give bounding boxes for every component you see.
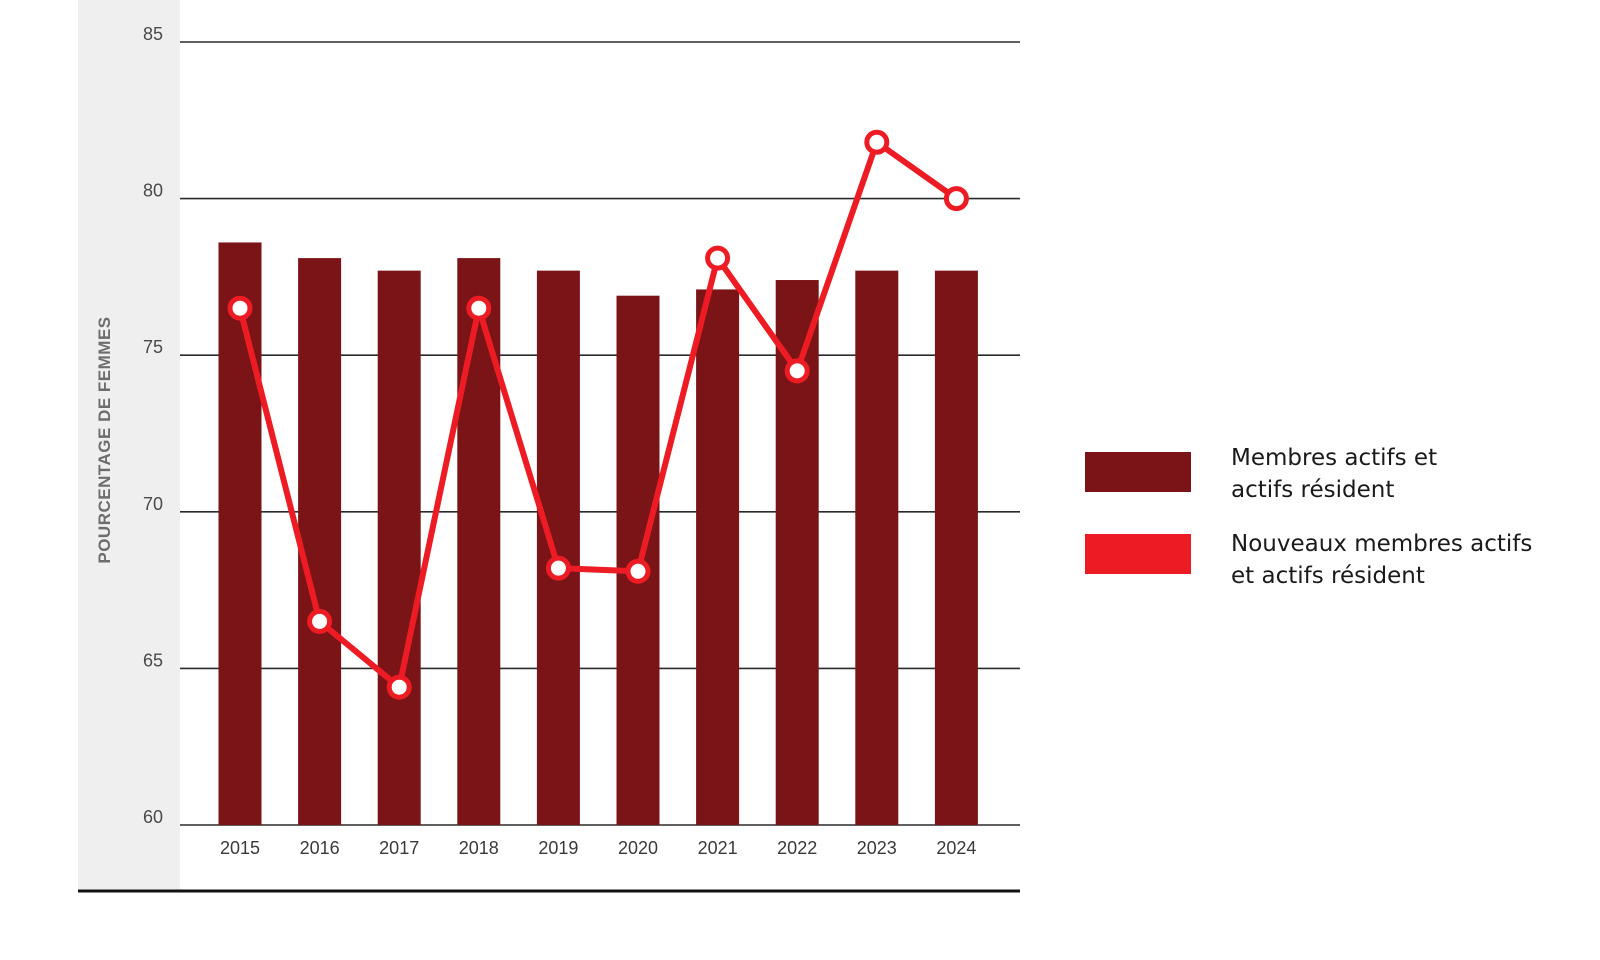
legend-label-line: Nouveaux membres actifs et actifs réside… bbox=[1231, 531, 1533, 589]
bar-2017 bbox=[377, 270, 421, 825]
y-tick-80: 80 bbox=[143, 181, 163, 201]
y-tick-75: 75 bbox=[143, 337, 163, 357]
line-series bbox=[227, 129, 969, 700]
bar-2016 bbox=[298, 258, 342, 825]
x-tick-labels: 2015 2016 2017 2018 2019 2020 2021 2022 2023 2024 bbox=[220, 838, 976, 858]
legend-swatch-bars bbox=[1085, 452, 1191, 492]
x-tick-2017: 2017 bbox=[379, 838, 419, 858]
x-tick-2015: 2015 bbox=[220, 838, 260, 858]
x-tick-2018: 2018 bbox=[459, 838, 499, 858]
y-axis-band bbox=[78, 0, 180, 890]
line-point-2016 bbox=[307, 608, 333, 634]
line-point-2022 bbox=[784, 358, 810, 384]
y-tick-65: 65 bbox=[143, 650, 163, 670]
bar-2021 bbox=[696, 289, 740, 826]
x-tick-2024: 2024 bbox=[936, 838, 976, 858]
bar-series bbox=[218, 242, 978, 826]
line-point-2021 bbox=[705, 245, 731, 271]
y-tick-70: 70 bbox=[143, 494, 163, 514]
line-point-2023 bbox=[864, 129, 890, 155]
legend-swatch-line bbox=[1085, 534, 1191, 574]
x-tick-2020: 2020 bbox=[618, 838, 658, 858]
y-tick-60: 60 bbox=[143, 807, 163, 827]
x-tick-2023: 2023 bbox=[857, 838, 897, 858]
x-tick-2022: 2022 bbox=[777, 838, 817, 858]
x-tick-2016: 2016 bbox=[300, 838, 340, 858]
line-point-2019 bbox=[545, 555, 571, 581]
line-path bbox=[237, 139, 960, 691]
line-point-2015 bbox=[227, 295, 253, 321]
bar-2015 bbox=[218, 242, 262, 825]
y-tick-labels: 60 65 70 75 80 85 bbox=[143, 24, 163, 827]
x-tick-2021: 2021 bbox=[698, 838, 738, 858]
bar-2018 bbox=[457, 258, 501, 825]
line-point-2024 bbox=[943, 186, 969, 212]
line-point-2020 bbox=[625, 558, 651, 584]
legend-label-bars: Membres actifs et actifs résident bbox=[1231, 445, 1438, 503]
bar-2023 bbox=[855, 270, 899, 825]
x-tick-2019: 2019 bbox=[538, 838, 578, 858]
bar-2019 bbox=[536, 270, 580, 825]
y-axis-label: POURCENTAGE DE FEMMES bbox=[95, 316, 114, 563]
line-point-2017 bbox=[386, 674, 412, 700]
y-tick-85: 85 bbox=[143, 24, 163, 44]
line-point-2018 bbox=[466, 295, 492, 321]
bar-2024 bbox=[934, 270, 978, 825]
